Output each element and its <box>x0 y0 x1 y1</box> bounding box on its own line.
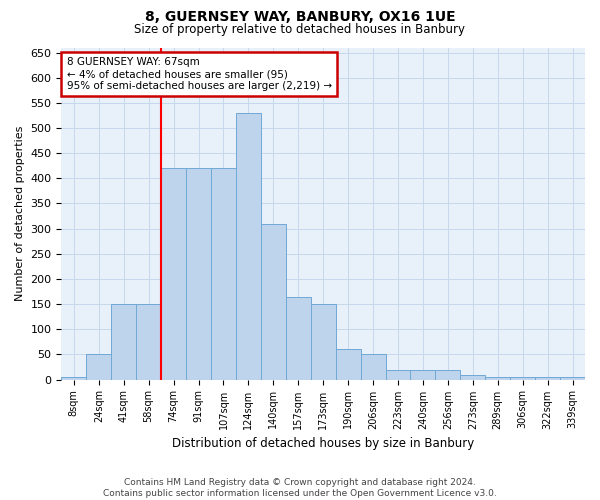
Bar <box>510 377 535 380</box>
Text: Contains HM Land Registry data © Crown copyright and database right 2024.
Contai: Contains HM Land Registry data © Crown c… <box>103 478 497 498</box>
Bar <box>410 370 436 380</box>
Bar <box>485 377 510 380</box>
Bar <box>86 354 111 380</box>
Text: 8 GUERNSEY WAY: 67sqm
← 4% of detached houses are smaller (95)
95% of semi-detac: 8 GUERNSEY WAY: 67sqm ← 4% of detached h… <box>67 58 332 90</box>
Bar <box>111 304 136 380</box>
Text: Size of property relative to detached houses in Banbury: Size of property relative to detached ho… <box>134 22 466 36</box>
Bar <box>361 354 386 380</box>
Bar <box>386 370 410 380</box>
Bar <box>560 377 585 380</box>
Bar <box>186 168 211 380</box>
Bar <box>261 224 286 380</box>
Y-axis label: Number of detached properties: Number of detached properties <box>15 126 25 301</box>
Bar <box>460 374 485 380</box>
Bar <box>61 377 86 380</box>
Bar <box>311 304 335 380</box>
Bar <box>436 370 460 380</box>
Bar <box>211 168 236 380</box>
Bar <box>236 113 261 380</box>
Bar <box>161 168 186 380</box>
Bar <box>286 296 311 380</box>
Bar <box>335 350 361 380</box>
Text: 8, GUERNSEY WAY, BANBURY, OX16 1UE: 8, GUERNSEY WAY, BANBURY, OX16 1UE <box>145 10 455 24</box>
X-axis label: Distribution of detached houses by size in Banbury: Distribution of detached houses by size … <box>172 437 475 450</box>
Bar <box>535 377 560 380</box>
Bar <box>136 304 161 380</box>
